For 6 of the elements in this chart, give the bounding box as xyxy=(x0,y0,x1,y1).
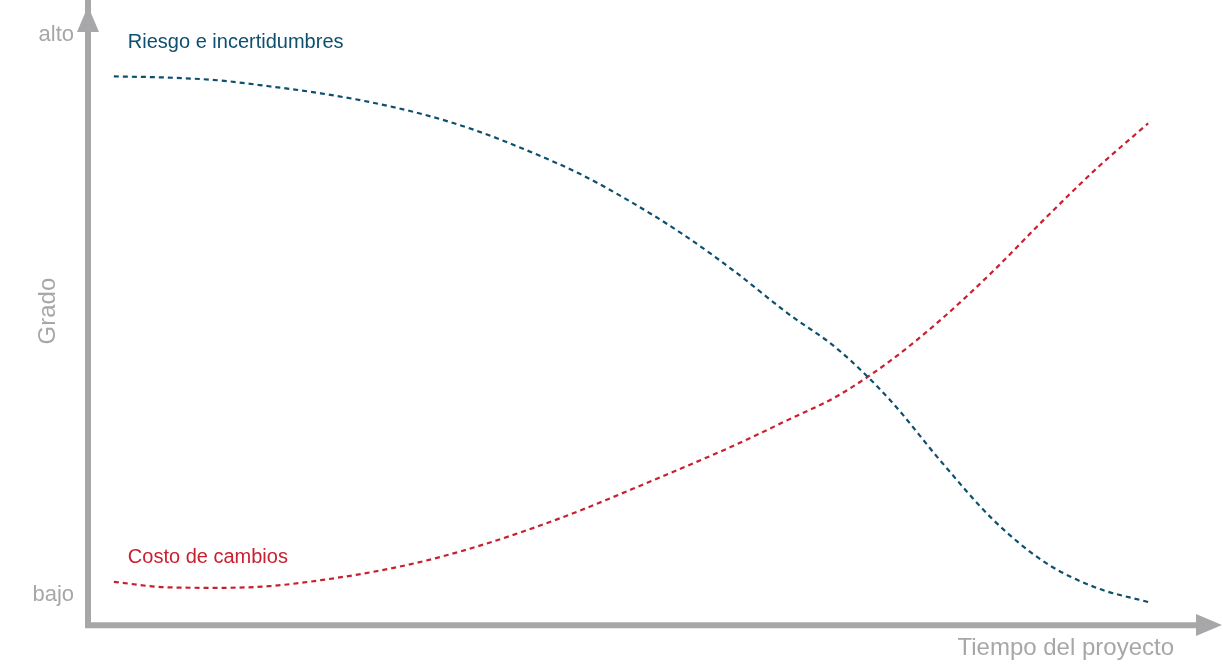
text: alto xyxy=(38,21,74,47)
x-axis-title: Tiempo del proyecto xyxy=(957,633,1174,661)
y-axis-title: Grado xyxy=(32,277,60,345)
series-label: Riesgo e incertidumbres xyxy=(127,29,344,52)
text: bajo xyxy=(32,581,74,607)
series-label: Costo de cambios xyxy=(127,545,288,568)
